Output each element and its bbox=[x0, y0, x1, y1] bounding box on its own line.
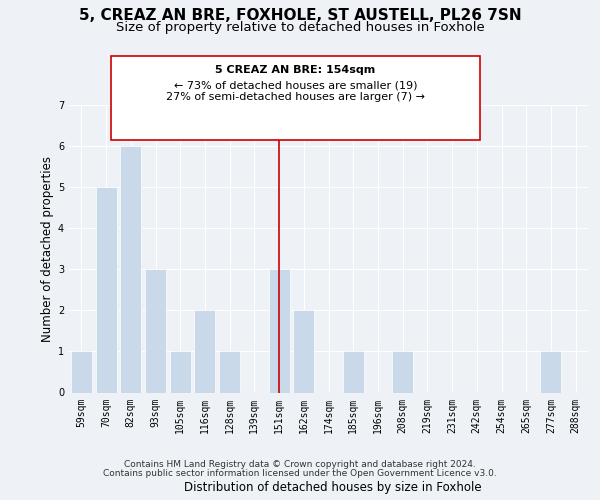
Text: 27% of semi-detached houses are larger (7) →: 27% of semi-detached houses are larger (… bbox=[166, 92, 425, 102]
Y-axis label: Number of detached properties: Number of detached properties bbox=[41, 156, 54, 342]
Bar bbox=[120, 146, 141, 392]
Bar bbox=[95, 187, 116, 392]
Bar bbox=[293, 310, 314, 392]
Text: 5 CREAZ AN BRE: 154sqm: 5 CREAZ AN BRE: 154sqm bbox=[215, 65, 376, 75]
Bar bbox=[343, 352, 364, 393]
Text: Distribution of detached houses by size in Foxhole: Distribution of detached houses by size … bbox=[184, 480, 482, 494]
Text: Size of property relative to detached houses in Foxhole: Size of property relative to detached ho… bbox=[116, 21, 484, 34]
Bar bbox=[269, 270, 290, 392]
Bar bbox=[71, 352, 92, 393]
Text: ← 73% of detached houses are smaller (19): ← 73% of detached houses are smaller (19… bbox=[174, 80, 417, 90]
Text: 5, CREAZ AN BRE, FOXHOLE, ST AUSTELL, PL26 7SN: 5, CREAZ AN BRE, FOXHOLE, ST AUSTELL, PL… bbox=[79, 8, 521, 22]
Bar bbox=[219, 352, 240, 393]
Text: Contains HM Land Registry data © Crown copyright and database right 2024.: Contains HM Land Registry data © Crown c… bbox=[124, 460, 476, 469]
Bar bbox=[145, 270, 166, 392]
Bar bbox=[541, 352, 562, 393]
Bar bbox=[392, 352, 413, 393]
Bar bbox=[170, 352, 191, 393]
Text: Contains public sector information licensed under the Open Government Licence v3: Contains public sector information licen… bbox=[103, 470, 497, 478]
Bar bbox=[194, 310, 215, 392]
